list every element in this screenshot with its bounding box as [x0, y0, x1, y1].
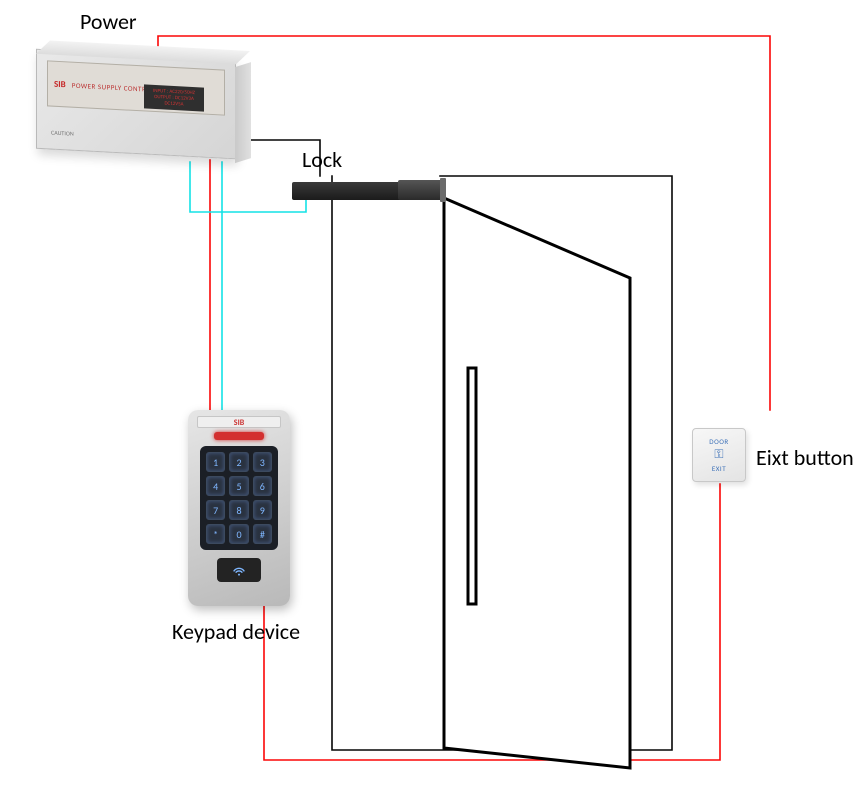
exit-line2: EXIT: [712, 464, 726, 473]
keypad-key-7: 7: [206, 500, 225, 520]
keypad-led: [214, 432, 264, 440]
keypad-key-6: 6: [253, 476, 272, 496]
keypad-key-5: 5: [229, 476, 248, 496]
key-icon: ⚿: [714, 448, 723, 462]
label-lock: Lock: [302, 146, 342, 173]
label-exit: Eixt button: [756, 444, 854, 471]
keypad-key-*: *: [206, 524, 225, 544]
keypad-key-9: 9: [253, 500, 272, 520]
exit-line1: DOOR: [709, 437, 728, 446]
keypad-key-8: 8: [229, 500, 248, 520]
psu-title: POWER SUPPLY CONTROL: [72, 80, 155, 93]
keypad-device: SIB 123 456 789 *0#: [188, 410, 290, 606]
door-leaf: [444, 198, 630, 768]
psu-caution: CAUTION: [51, 129, 74, 138]
label-keypad: Keypad device: [172, 618, 300, 645]
keypad-panel: 123 456 789 *0#: [200, 446, 278, 550]
power-supply-unit: SIB POWER SUPPLY CONTROL INPUT : AC220/5…: [36, 49, 236, 159]
keypad-brand: SIB: [197, 416, 281, 428]
psu-spec-box: INPUT : AC220/50HZ OUTPUT : DC12V3A DC12…: [144, 84, 204, 111]
keypad-key-3: 3: [253, 452, 272, 472]
wire-cyan-psu-to-lock: [190, 162, 306, 212]
keypad-key-#: #: [253, 524, 272, 544]
keypad-key-2: 2: [229, 452, 248, 472]
label-power: Power: [80, 8, 137, 35]
rfid-reader-icon: [217, 558, 261, 582]
psu-brand: SIB: [54, 78, 66, 90]
exit-button: DOOR ⚿ EXIT: [692, 428, 746, 482]
keypad-key-0: 0: [229, 524, 248, 544]
magnetic-lock: [292, 178, 444, 204]
keypad-key-1: 1: [206, 452, 225, 472]
keypad-key-4: 4: [206, 476, 225, 496]
